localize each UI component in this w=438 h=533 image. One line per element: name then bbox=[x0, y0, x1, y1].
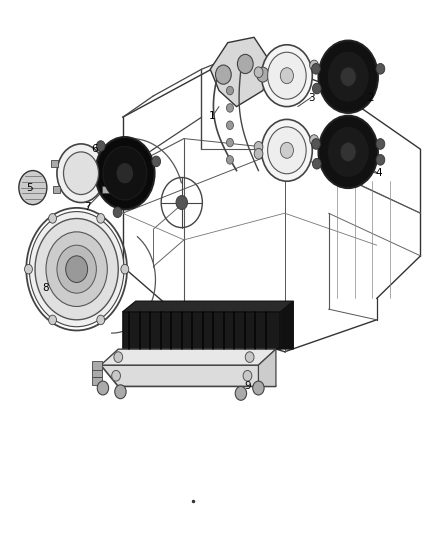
Circle shape bbox=[257, 67, 269, 82]
Text: 7: 7 bbox=[84, 202, 91, 212]
Circle shape bbox=[226, 86, 233, 95]
Bar bbox=[51, 159, 58, 167]
Circle shape bbox=[280, 68, 293, 84]
Circle shape bbox=[340, 142, 356, 161]
Circle shape bbox=[280, 142, 293, 158]
Polygon shape bbox=[210, 37, 272, 107]
Bar bbox=[92, 377, 102, 385]
Circle shape bbox=[261, 119, 312, 181]
Circle shape bbox=[376, 155, 385, 165]
Polygon shape bbox=[280, 301, 293, 349]
Text: 3: 3 bbox=[307, 93, 314, 102]
Circle shape bbox=[49, 214, 57, 223]
Circle shape bbox=[318, 116, 378, 188]
Circle shape bbox=[318, 41, 378, 113]
Circle shape bbox=[243, 370, 252, 381]
Circle shape bbox=[215, 65, 231, 84]
Circle shape bbox=[176, 196, 187, 209]
Text: 4: 4 bbox=[375, 168, 382, 178]
Circle shape bbox=[237, 54, 253, 74]
Circle shape bbox=[103, 147, 147, 200]
Circle shape bbox=[121, 264, 129, 274]
Circle shape bbox=[66, 256, 88, 282]
Circle shape bbox=[253, 381, 264, 395]
Circle shape bbox=[312, 83, 321, 94]
Circle shape bbox=[311, 139, 320, 149]
Circle shape bbox=[46, 232, 107, 306]
Circle shape bbox=[254, 67, 263, 78]
Circle shape bbox=[97, 381, 109, 395]
Circle shape bbox=[376, 63, 385, 74]
Circle shape bbox=[57, 144, 105, 203]
Circle shape bbox=[226, 121, 233, 130]
Circle shape bbox=[254, 148, 263, 159]
Bar bbox=[92, 369, 102, 377]
Circle shape bbox=[376, 139, 385, 149]
Circle shape bbox=[327, 126, 369, 177]
Circle shape bbox=[311, 63, 320, 74]
Bar bbox=[92, 361, 102, 370]
Polygon shape bbox=[123, 312, 280, 349]
Circle shape bbox=[25, 264, 32, 274]
Circle shape bbox=[327, 51, 369, 102]
Circle shape bbox=[226, 103, 233, 112]
Circle shape bbox=[49, 315, 57, 325]
Circle shape bbox=[254, 142, 263, 152]
Text: 5: 5 bbox=[26, 183, 33, 192]
Circle shape bbox=[226, 156, 233, 164]
Circle shape bbox=[29, 212, 124, 327]
Circle shape bbox=[115, 385, 126, 399]
Circle shape bbox=[226, 139, 233, 147]
Circle shape bbox=[19, 171, 47, 205]
Polygon shape bbox=[24, 176, 44, 195]
Circle shape bbox=[97, 315, 105, 325]
Bar bbox=[102, 185, 109, 193]
Circle shape bbox=[340, 67, 356, 86]
Polygon shape bbox=[258, 349, 276, 386]
Circle shape bbox=[57, 245, 96, 293]
Circle shape bbox=[116, 163, 134, 184]
Circle shape bbox=[114, 352, 123, 362]
Text: 1: 1 bbox=[209, 111, 216, 121]
Circle shape bbox=[112, 370, 120, 381]
Text: 8: 8 bbox=[42, 283, 49, 293]
Circle shape bbox=[97, 214, 105, 223]
Text: 9: 9 bbox=[244, 382, 251, 391]
Circle shape bbox=[113, 207, 122, 217]
Polygon shape bbox=[123, 301, 293, 312]
Text: 6: 6 bbox=[91, 144, 98, 154]
Circle shape bbox=[261, 45, 312, 107]
Polygon shape bbox=[101, 349, 276, 365]
Circle shape bbox=[312, 158, 321, 169]
Circle shape bbox=[310, 135, 318, 146]
Circle shape bbox=[95, 137, 155, 209]
Text: 2: 2 bbox=[367, 93, 374, 102]
Circle shape bbox=[35, 219, 118, 320]
Bar bbox=[53, 185, 60, 193]
Circle shape bbox=[268, 52, 306, 99]
Circle shape bbox=[268, 127, 306, 174]
Circle shape bbox=[245, 352, 254, 362]
Circle shape bbox=[152, 156, 161, 167]
Circle shape bbox=[310, 60, 318, 71]
Circle shape bbox=[96, 141, 105, 151]
Polygon shape bbox=[101, 365, 276, 386]
Circle shape bbox=[235, 386, 247, 400]
Circle shape bbox=[64, 152, 99, 195]
